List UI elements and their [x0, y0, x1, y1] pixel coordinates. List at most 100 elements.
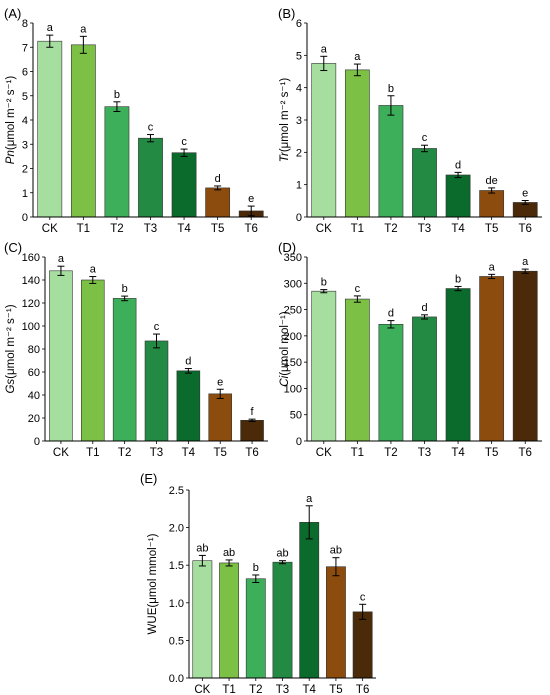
p1-xtick-label-t3: T3	[144, 223, 157, 235]
p1-sig-letter-t1: a	[80, 23, 87, 35]
p4-xtick-label-t4: T4	[451, 447, 465, 459]
p5-xtick-label-t5: T5	[329, 684, 342, 695]
p2-bar-t1	[344, 69, 370, 218]
p1-ytick-label: 5	[22, 91, 28, 103]
p3-ytick-label: 20	[28, 413, 40, 425]
p2-bar-t5	[479, 190, 505, 218]
p2-ytick-label: 0	[296, 212, 302, 224]
p2-sig-letter-t6: e	[522, 188, 528, 200]
p1-xtick-label-t6: T6	[245, 223, 258, 235]
p5-sig-letter-t1: ab	[223, 547, 235, 559]
p3-xtick-label-t5: T5	[214, 447, 227, 459]
p4-bar-t3	[412, 316, 437, 442]
p1-ytick-label: 6	[22, 67, 28, 79]
p5-xtick-label-t6: T6	[356, 684, 369, 695]
p5-ytick-label: 1.5	[169, 560, 184, 572]
p2-sig-letter-ck: a	[321, 43, 328, 55]
p1-sig-letter-t3: c	[148, 122, 154, 134]
p1-y-axis-label: Pn(μmol m⁻² s⁻¹)	[5, 76, 17, 165]
p5-sig-letter-t4: a	[306, 493, 313, 505]
p1-bar-t4	[171, 152, 197, 218]
p5-sig-letter-t2: b	[253, 562, 259, 574]
p5-xtick-label-ck: CK	[194, 684, 210, 695]
p2-xtick-label-t2: T2	[384, 223, 397, 235]
p3-sig-letter-ck: a	[58, 253, 65, 265]
p4-sig-letter-t1: c	[355, 283, 361, 295]
p1-ytick-label: 7	[22, 42, 28, 54]
p3-bar-t1	[81, 279, 105, 442]
p5-xtick-label-t1: T1	[222, 684, 235, 695]
p4-ytick-label: 250	[284, 305, 302, 317]
p5-bar-t5	[326, 566, 346, 679]
p2-xtick-label-ck: CK	[316, 223, 332, 235]
p1-ytick-label: 0	[22, 212, 28, 224]
p2-sig-letter-t1: a	[354, 51, 361, 63]
p2-ytick-label: 3	[296, 115, 302, 127]
p4-sig-letter-t3: d	[421, 302, 427, 314]
p4-xtick-label-t6: T6	[519, 447, 532, 459]
p3-xtick-label-ck: CK	[53, 447, 69, 459]
p5-sig-letter-t3: ab	[276, 548, 288, 560]
p3-xtick-label-t1: T1	[86, 447, 99, 459]
p1-xtick-label-t5: T5	[211, 223, 224, 235]
p2-sig-letter-t4: d	[455, 159, 461, 171]
p4-bar-ck	[311, 290, 337, 442]
p5-sig-letter-t5: ab	[330, 545, 342, 557]
p5-bar-t3	[272, 561, 293, 679]
p1-xtick-label-t1: T1	[77, 223, 90, 235]
p2-ytick-label: 1	[296, 180, 302, 192]
p4-xtick-label-ck: CK	[316, 447, 332, 459]
p2-bar-t2	[378, 105, 404, 218]
p3-xtick-label-t6: T6	[245, 447, 258, 459]
p1-bar-t3	[138, 137, 163, 218]
p2-y-axis-label: Tr(μmol m⁻² s⁻¹)	[279, 78, 291, 163]
p2-ytick-label: 4	[296, 83, 302, 95]
p3-xtick-label-t3: T3	[150, 447, 163, 459]
p5-bar-t1	[219, 562, 239, 679]
p1-bar-t2	[104, 106, 130, 218]
p2-xtick-label-t5: T5	[485, 223, 498, 235]
p4-sig-letter-t5: a	[489, 261, 496, 273]
p3-sig-letter-t1: a	[90, 264, 97, 276]
p1-sig-letter-t2: b	[114, 89, 120, 101]
p3-ytick-label: 120	[22, 298, 40, 310]
p3-sig-letter-t2: b	[122, 283, 128, 295]
p1-ytick-label: 1	[22, 188, 28, 200]
p2-bar-ck	[311, 63, 337, 218]
p1-sig-letter-ck: a	[47, 22, 54, 34]
p2-bar-t4	[445, 174, 471, 218]
p2-sig-letter-t3: c	[422, 132, 428, 144]
p2-panel-label: (B)	[278, 6, 295, 21]
p1-xtick-label-t2: T2	[110, 223, 123, 235]
p1-xtick-label-t4: T4	[177, 223, 191, 235]
p4-bar-t4	[445, 288, 471, 442]
p3-bar-t5	[208, 393, 232, 442]
p4-ytick-label: 50	[290, 410, 302, 422]
p1-bar-t1	[70, 44, 96, 218]
p3-bar-t6	[240, 419, 264, 442]
p2-xtick-label-t1: T1	[351, 223, 364, 235]
p2-ytick-label: 6	[296, 18, 302, 30]
p1-ytick-label: 3	[22, 139, 28, 151]
p3-sig-letter-t3: c	[154, 321, 160, 333]
p2-xtick-label-t6: T6	[519, 223, 532, 235]
p1-ytick-label: 4	[22, 115, 28, 127]
p3-bar-t4	[176, 370, 201, 442]
p1-bar-ck	[37, 40, 63, 218]
p5-ytick-label: 0.0	[169, 673, 184, 685]
p4-ytick-label: 150	[284, 357, 302, 369]
p4-y-axis-label: Ci(μmol mol⁻¹)	[279, 311, 291, 386]
p3-y-axis-label: Gs(μmol m⁻² s⁻¹)	[5, 304, 17, 393]
p4-xtick-label-t3: T3	[418, 447, 431, 459]
p5-ytick-label: 1.0	[169, 598, 184, 610]
p5-bar-t4	[299, 522, 320, 679]
p4-bar-t5	[479, 276, 505, 442]
p3-xtick-label-t2: T2	[118, 447, 131, 459]
p4-ytick-label: 200	[284, 331, 302, 343]
p3-sig-letter-t5: e	[217, 376, 223, 388]
p5-bar-ck	[192, 560, 213, 679]
p4-panel-label: (D)	[278, 240, 296, 255]
p5-ytick-label: 2.0	[169, 523, 184, 535]
p5-bar-t2	[245, 578, 266, 679]
p4-ytick-label: 0	[296, 436, 302, 448]
